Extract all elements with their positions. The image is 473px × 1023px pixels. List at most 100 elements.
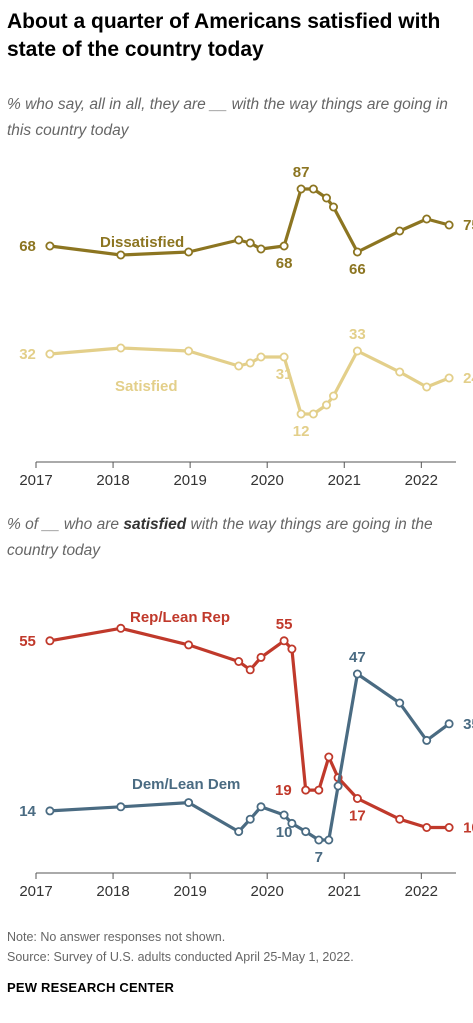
- chart1-satisfied-data-label-7: 12: [293, 423, 310, 440]
- chart1-dissatisfied-data-label-11: 66: [349, 261, 366, 278]
- chart-source: Source: Survey of U.S. adults conducted …: [7, 950, 354, 964]
- chart2-rep-lean-rep-point-5: [256, 652, 266, 662]
- chart1-overall-satisfaction: 2017 2018 2019 2020 2021 2022 68 68 87 66 75 Dissat…: [19, 164, 473, 489]
- chart2-subtitle-start: % of __ who are: [7, 516, 124, 533]
- chart1-dissatisfied-point-11: [352, 247, 362, 257]
- chart2-rep-lean-rep-data-label-15: 10: [463, 820, 473, 837]
- chart1-satisfied-point-9: [321, 400, 331, 410]
- chart2-tick-label-2017: 2017: [19, 883, 52, 900]
- chart2-rep-lean-rep-point-14: [422, 823, 432, 833]
- chart1-dissatisfied-point-0: [45, 241, 55, 251]
- chart2-rep-lean-rep-point-11: [333, 773, 343, 783]
- chart2-dem-lean-dem-line: [48, 672, 451, 842]
- chart1-tick-label-2022: 2022: [405, 472, 438, 489]
- chart1-tick-label-2019: 2019: [173, 472, 206, 489]
- chart2-rep-lean-rep-series-label: Rep/Lean Rep: [130, 609, 230, 626]
- chart1-satisfied-point-8: [308, 409, 318, 419]
- pew-research-center-footer: PEW RESEARCH CENTER: [7, 980, 175, 995]
- chart1-satisfied-data-label-11: 33: [349, 326, 366, 343]
- chart2-rep-lean-rep-data-label-8: 19: [275, 782, 292, 799]
- chart1-dissatisfied-point-1: [116, 250, 126, 260]
- chart2-dem-lean-dem-point-7: [287, 818, 297, 828]
- chart2-dem-lean-dem-data-label-12: 47: [349, 649, 366, 666]
- chart2-rep-lean-rep-point-13: [395, 814, 405, 824]
- chart1-satisfied-data-label-6: 31: [276, 366, 293, 383]
- chart2-rep-lean-rep-point-2: [184, 640, 194, 650]
- chart2-dem-lean-dem-point-1: [116, 802, 126, 812]
- chart1-satisfied-point-4: [245, 358, 255, 368]
- chart1-tick-label-2020: 2020: [251, 472, 284, 489]
- chart2-subtitle: % of __ who are satisfied with the way t…: [7, 512, 469, 564]
- chart2-subtitle-end: with the way things are going in the cou…: [7, 516, 433, 559]
- chart1-dissatisfied-point-10: [328, 202, 338, 212]
- chart2-rep-lean-rep-point-12: [352, 794, 362, 804]
- chart1-satisfied-point-13: [422, 382, 432, 392]
- chart-title: About a quarter of Americans satisfied w…: [7, 10, 441, 61]
- chart2-dem-lean-dem-point-4: [245, 814, 255, 824]
- chart2-rep-lean-rep-point-8: [301, 785, 311, 795]
- chart2-rep-lean-rep-point-15: [444, 823, 454, 833]
- chart1-dissatisfied-point-5: [256, 244, 266, 254]
- chart1-dissatisfied-data-label-0: 68: [19, 238, 36, 255]
- chart1-dissatisfied-point-14: [444, 220, 454, 230]
- chart2-dem-lean-dem-point-14: [422, 735, 432, 745]
- chart1-satisfied-point-11: [352, 346, 362, 356]
- chart1-satisfied-point-14: [444, 373, 454, 383]
- chart2-dem-lean-dem-point-12: [352, 669, 362, 679]
- chart2-rep-lean-rep-point-6: [279, 636, 289, 646]
- chart2-dem-lean-dem-data-label-6: 10: [276, 824, 293, 841]
- chart1-satisfied-point-7: [296, 409, 306, 419]
- chart1-dissatisfied-point-7: [296, 184, 306, 194]
- chart2-dem-lean-dem-point-15: [444, 719, 454, 729]
- chart2-tick-label-2021: 2021: [328, 883, 361, 900]
- chart1-dissatisfied-data-label-7: 87: [293, 164, 310, 181]
- chart1-dissatisfied-point-4: [245, 238, 255, 248]
- chart2-rep-lean-rep-point-3: [234, 657, 244, 667]
- chart1-tick-label-2021: 2021: [328, 472, 361, 489]
- chart1-satisfied-point-1: [116, 343, 126, 353]
- chart1-satisfied-point-5: [256, 352, 266, 362]
- chart2-dem-lean-dem-point-3: [234, 827, 244, 837]
- chart2-rep-lean-rep-data-label-12: 17: [349, 808, 366, 825]
- chart1-dissatisfied-data-label-14: 75: [463, 217, 473, 234]
- chart2-dem-lean-dem-point-0: [45, 806, 55, 816]
- chart1-dissatisfied-point-6: [279, 241, 289, 251]
- chart1-dissatisfied-point-3: [234, 235, 244, 245]
- chart1-satisfied-line: [48, 346, 451, 416]
- chart2-dem-lean-dem-series-label: Dem/Lean Dem: [132, 776, 240, 793]
- chart-note: Note: No answer responses not shown.: [7, 930, 226, 944]
- chart2-rep-lean-rep-line: [48, 626, 451, 830]
- chart2-dem-lean-dem-point-10: [324, 835, 334, 845]
- chart1-satisfied-point-3: [234, 361, 244, 371]
- chart1-satisfied-point-10: [328, 391, 338, 401]
- chart1-tick-label-2017: 2017: [19, 472, 52, 489]
- chart1-satisfied-point-0: [45, 349, 55, 359]
- chart2-dem-lean-dem-data-label-9: 7: [315, 849, 323, 866]
- chart1-satisfied-data-label-0: 32: [19, 346, 36, 363]
- chart1-subtitle: % who say, all in all, they are __ with …: [7, 96, 448, 139]
- chart2-tick-label-2020: 2020: [251, 883, 284, 900]
- chart2-rep-lean-rep-point-10: [324, 752, 334, 762]
- chart1-dissatisfied-point-12: [395, 226, 405, 236]
- chart1-satisfied-point-12: [395, 367, 405, 377]
- chart1-satisfied-point-2: [184, 346, 194, 356]
- chart1-tick-label-2018: 2018: [96, 472, 129, 489]
- chart1-dissatisfied-point-13: [422, 214, 432, 224]
- chart2-dem-lean-dem-data-label-0: 14: [19, 803, 36, 820]
- chart1-satisfied-point-6: [279, 352, 289, 362]
- chart2-rep-lean-rep-point-7: [287, 644, 297, 654]
- chart1-satisfied-series-label: Satisfied: [115, 378, 178, 395]
- chart2-rep-lean-rep-point-0: [45, 636, 55, 646]
- chart2-tick-label-2019: 2019: [173, 883, 206, 900]
- chart2-subtitle-emphasis: satisfied: [123, 516, 187, 533]
- chart2-dem-lean-dem-point-11: [333, 781, 343, 791]
- chart2-rep-lean-rep-point-9: [314, 785, 324, 795]
- chart2-dem-lean-dem-point-13: [395, 698, 405, 708]
- chart2-rep-lean-rep-point-4: [245, 665, 255, 675]
- chart1-dissatisfied-series-label: Dissatisfied: [100, 234, 184, 251]
- chart2-dem-lean-dem-point-6: [279, 810, 289, 820]
- chart2-rep-lean-rep-data-label-6: 55: [276, 616, 293, 633]
- chart2-dem-lean-dem-point-9: [314, 835, 324, 845]
- chart2-dem-lean-dem-point-8: [301, 827, 311, 837]
- chart1-dissatisfied-point-8: [308, 184, 318, 194]
